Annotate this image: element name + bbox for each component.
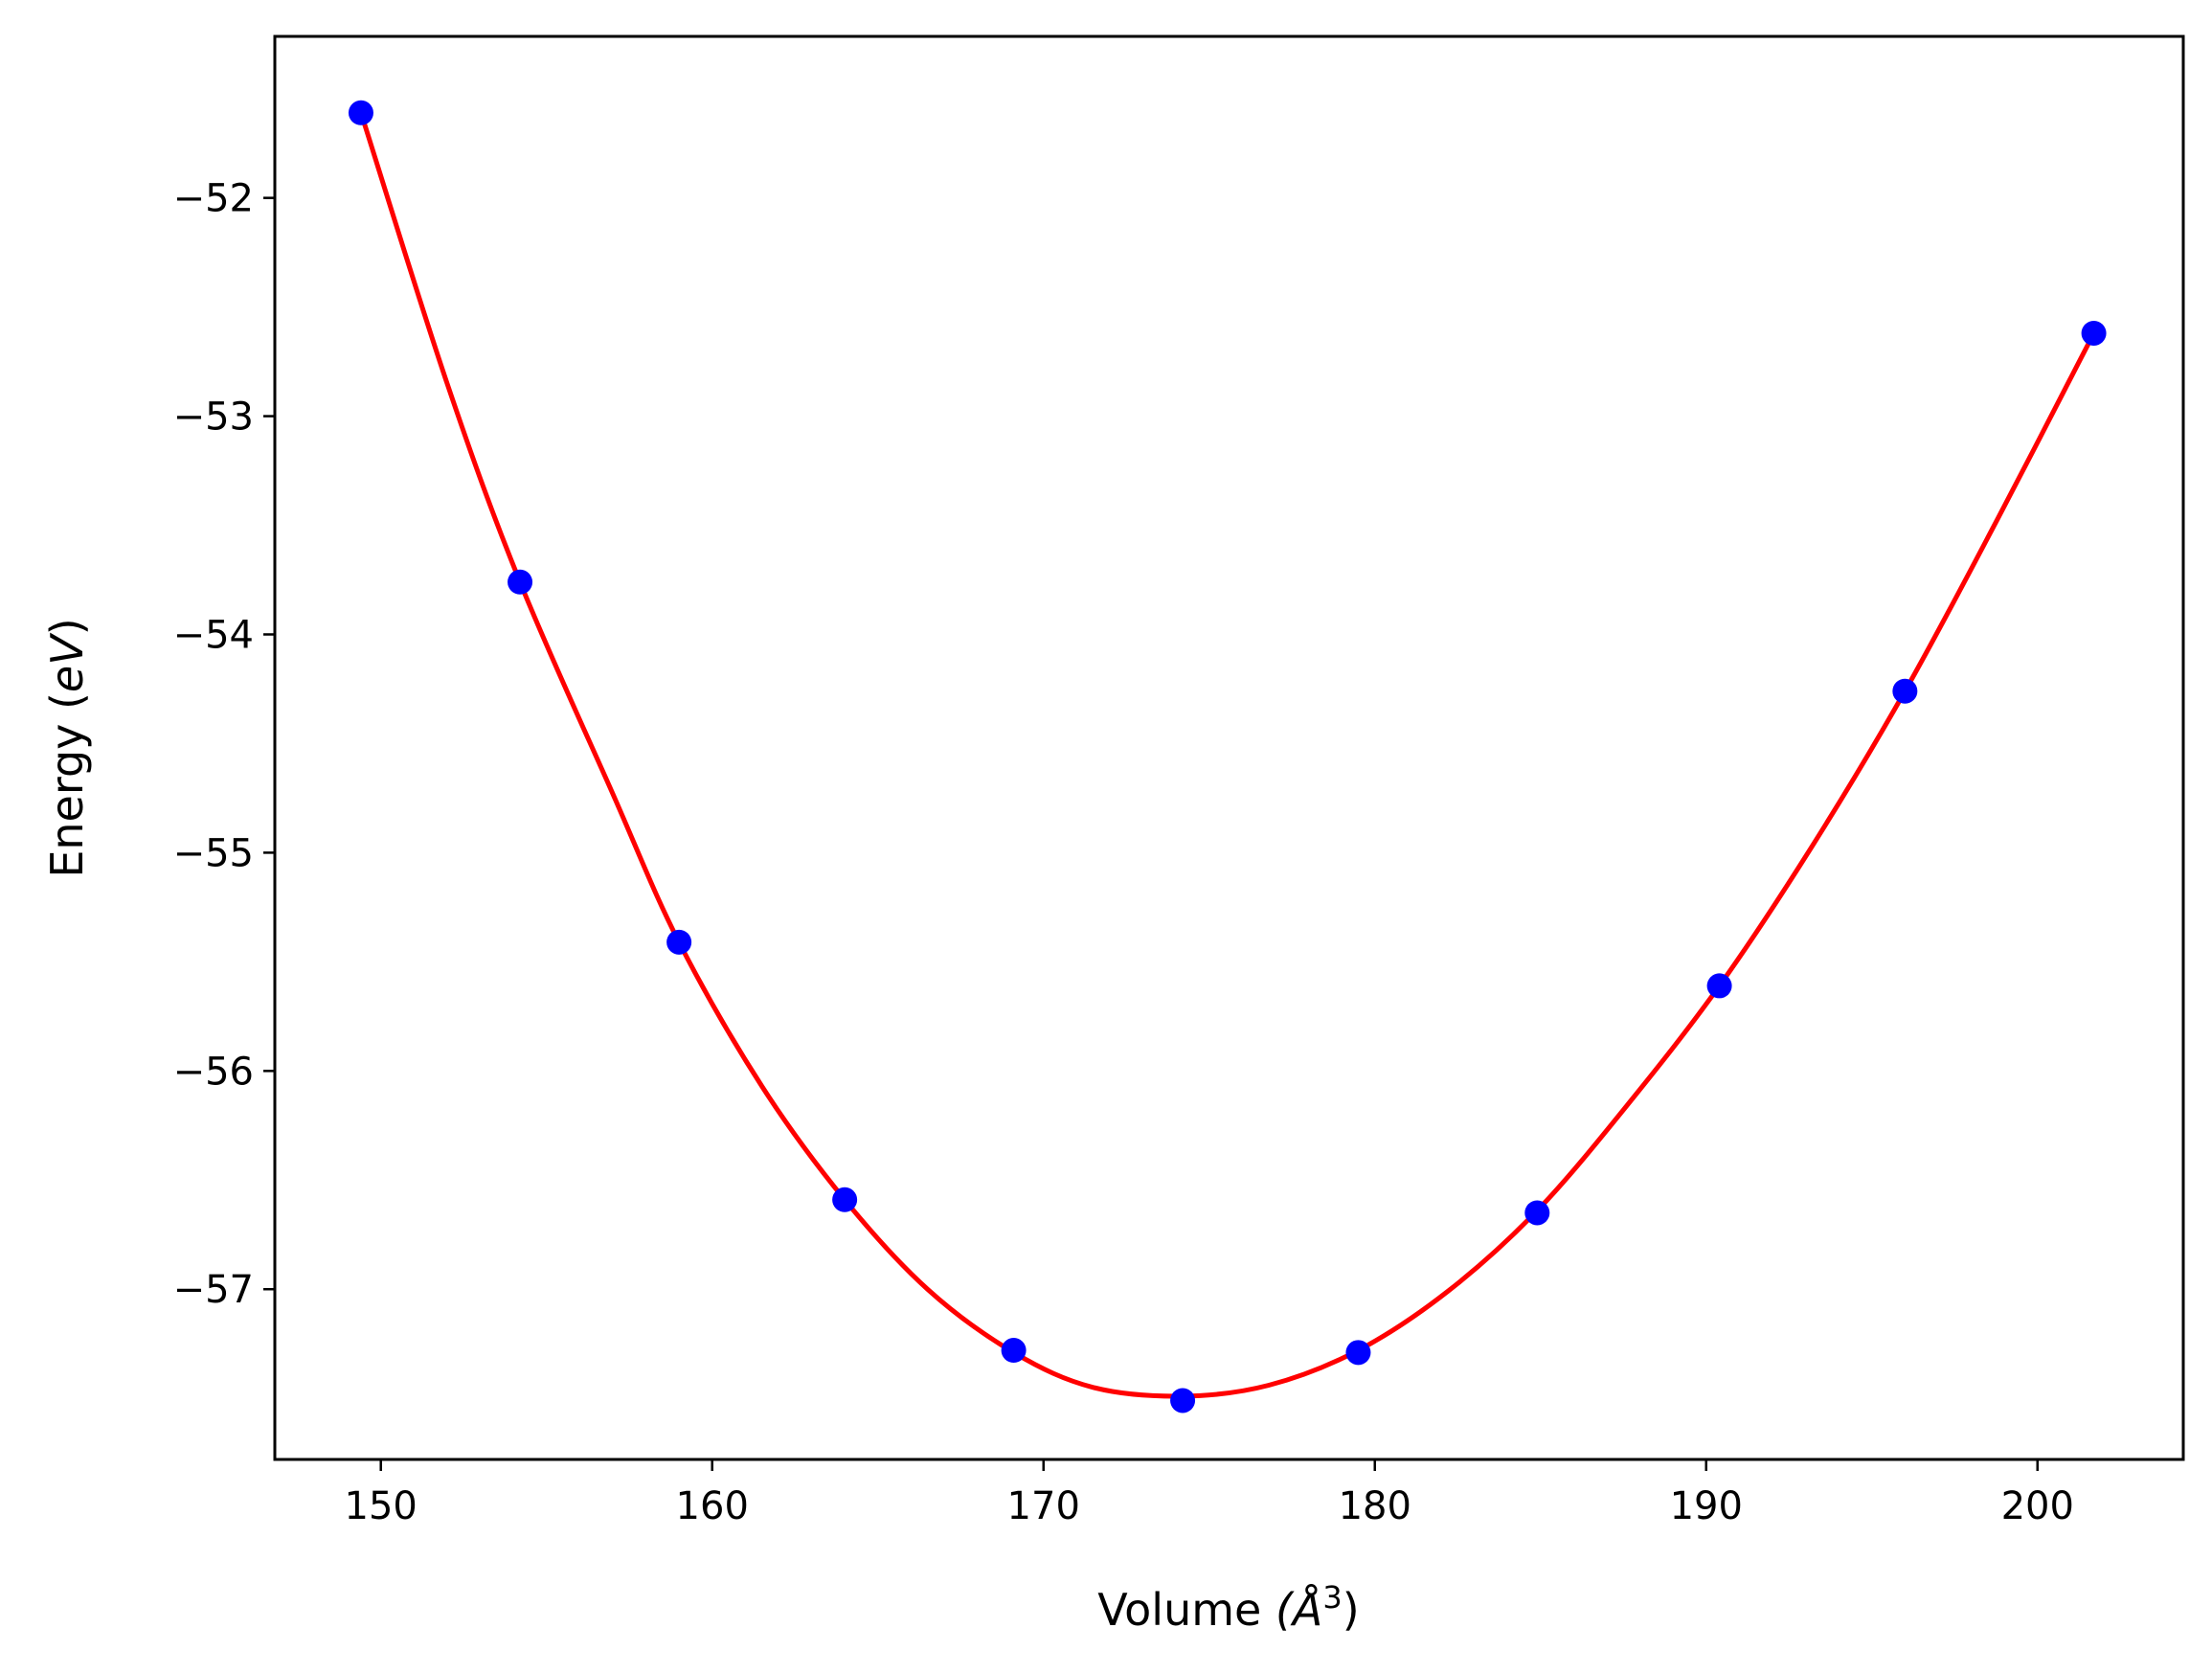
data-point [1892,678,1918,704]
x-axis-label-unit-exponent: 3 [1322,1579,1342,1616]
y-axis-label-close: ) [41,618,93,635]
data-point [1524,1200,1550,1226]
x-axis-label-text: Volume [1097,1584,1261,1636]
data-point [1170,1388,1196,1413]
y-axis-label: Energy (eV) [41,618,93,877]
y-tick-label: −57 [173,1268,254,1312]
x-axis-label-unit-close: ) [1343,1584,1360,1636]
x-axis-label: Volume (Å3) [1097,1579,1359,1636]
plot-frame [273,34,2185,1461]
y-tick-label: −53 [173,396,254,440]
data-point [1706,973,1732,999]
y-axis: −52 −53 −54 −55 −56 −57 [173,177,275,1312]
x-axis: 150 160 170 180 190 200 [345,1459,2074,1528]
y-tick-label: −54 [173,613,254,657]
data-point [348,100,373,125]
x-tick-label: 150 [345,1484,418,1528]
x-axis-label-unit: (Å [1275,1584,1322,1636]
data-point [832,1187,858,1212]
x-tick-label: 190 [1670,1484,1743,1528]
data-point [508,569,533,595]
y-axis-label-unit: eV [41,632,93,692]
data-point [2081,320,2107,346]
x-tick-label: 200 [2001,1484,2074,1528]
x-tick-label: 180 [1339,1484,1411,1528]
data-point [1345,1340,1371,1366]
y-tick-label: −55 [173,831,254,875]
x-tick-label: 170 [1007,1484,1080,1528]
y-axis-label-text: Energy ( [41,692,93,878]
data-points-layer [348,100,2107,1413]
x-tick-label: 160 [676,1484,749,1528]
fit-curve-layer [358,110,2097,1399]
y-tick-label: −56 [173,1050,254,1094]
data-point [666,929,692,955]
y-tick-label: −52 [173,177,254,221]
fit-curve [358,110,2097,1399]
data-point [1001,1338,1027,1364]
